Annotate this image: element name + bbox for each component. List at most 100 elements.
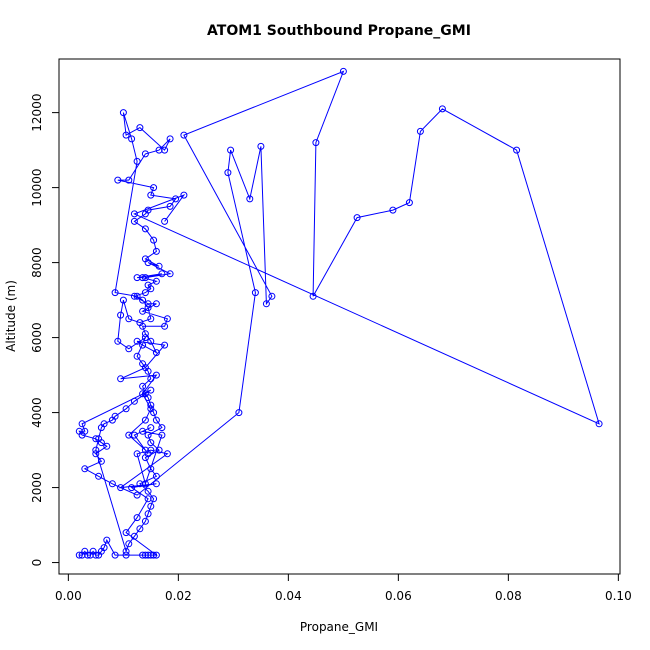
data-point [227, 146, 235, 154]
data-point [438, 105, 446, 113]
data-point [150, 184, 158, 192]
data-point [108, 480, 116, 488]
data-point [92, 450, 100, 458]
data-point [152, 349, 160, 357]
data-point [111, 289, 119, 297]
data-point [128, 135, 136, 143]
data-point [166, 270, 174, 278]
x-tick-label: 0.04 [275, 589, 302, 603]
data-point [152, 371, 160, 379]
data-point [136, 525, 144, 533]
data-point [144, 300, 152, 308]
data-point [97, 439, 105, 447]
data-point [147, 375, 155, 383]
data-point [130, 292, 138, 300]
data-point [97, 457, 105, 465]
data-point [309, 292, 317, 300]
data-point [125, 540, 133, 548]
data-point [75, 551, 83, 559]
data-point [262, 300, 270, 308]
data-point [180, 131, 188, 139]
data-point [141, 454, 149, 462]
data-point [144, 394, 152, 402]
data-point [144, 206, 152, 214]
y-tick-label: 8000 [30, 247, 44, 278]
data-point [150, 495, 158, 503]
data-point [139, 296, 147, 304]
y-tick-label: 6000 [30, 322, 44, 353]
data-point [141, 551, 149, 559]
data-point [133, 157, 141, 165]
data-point [353, 214, 361, 222]
data-point [141, 255, 149, 263]
data-point [92, 446, 100, 454]
data-point [147, 386, 155, 394]
y-tick-label: 0 [30, 559, 44, 567]
data-point [139, 360, 147, 368]
y-tick-label: 12000 [30, 94, 44, 132]
data-point [150, 409, 158, 417]
data-point [141, 150, 149, 158]
data-point [122, 131, 130, 139]
data-point [122, 529, 130, 537]
data-point [147, 337, 155, 345]
data-point [133, 450, 141, 458]
data-point [405, 199, 413, 207]
data-point [139, 382, 147, 390]
data-point [125, 431, 133, 439]
data-point [133, 337, 141, 345]
data-point [119, 296, 127, 304]
data-point [144, 304, 152, 312]
data-point [144, 281, 152, 289]
data-point [152, 300, 160, 308]
data-point [163, 450, 171, 458]
data-point [152, 472, 160, 480]
y-tick-label: 2000 [30, 472, 44, 503]
data-point [130, 397, 138, 405]
data-point [150, 551, 158, 559]
data-point [125, 176, 133, 184]
data-point [122, 551, 130, 559]
data-point [152, 551, 160, 559]
data-point [136, 124, 144, 132]
data-point [100, 544, 108, 552]
plot-frame [58, 58, 621, 575]
data-point [122, 405, 130, 413]
data-point [268, 292, 276, 300]
data-point [158, 270, 166, 278]
y-axis: 0 2000 4000 6000 8000 10000 12000 [30, 94, 60, 567]
data-point [95, 472, 103, 480]
data-point [119, 109, 127, 117]
data-point [78, 420, 86, 428]
series-layer [75, 67, 603, 559]
data-point [139, 390, 147, 398]
x-tick-label: 0.06 [385, 589, 412, 603]
data-point [133, 514, 141, 522]
data-point [130, 217, 138, 225]
data-point [166, 135, 174, 143]
data-point [117, 311, 125, 319]
data-point [147, 502, 155, 510]
data-point [152, 416, 160, 424]
data-point [139, 307, 147, 315]
data-point [251, 289, 259, 297]
data-point [133, 491, 141, 499]
data-point [111, 412, 119, 420]
data-point [133, 274, 141, 282]
data-point [224, 169, 232, 177]
data-point [141, 330, 149, 338]
data-point [141, 289, 149, 297]
x-axis-label: Propane_GMI [300, 620, 378, 634]
data-point [130, 532, 138, 540]
data-point [139, 341, 147, 349]
data-point [141, 334, 149, 342]
data-point [147, 424, 155, 432]
data-point [166, 202, 174, 210]
data-point [257, 142, 265, 150]
data-point [155, 446, 163, 454]
data-point [158, 431, 166, 439]
data-point [339, 67, 347, 75]
data-point [150, 236, 158, 244]
data-point [163, 315, 171, 323]
x-tick-label: 0.08 [495, 589, 522, 603]
